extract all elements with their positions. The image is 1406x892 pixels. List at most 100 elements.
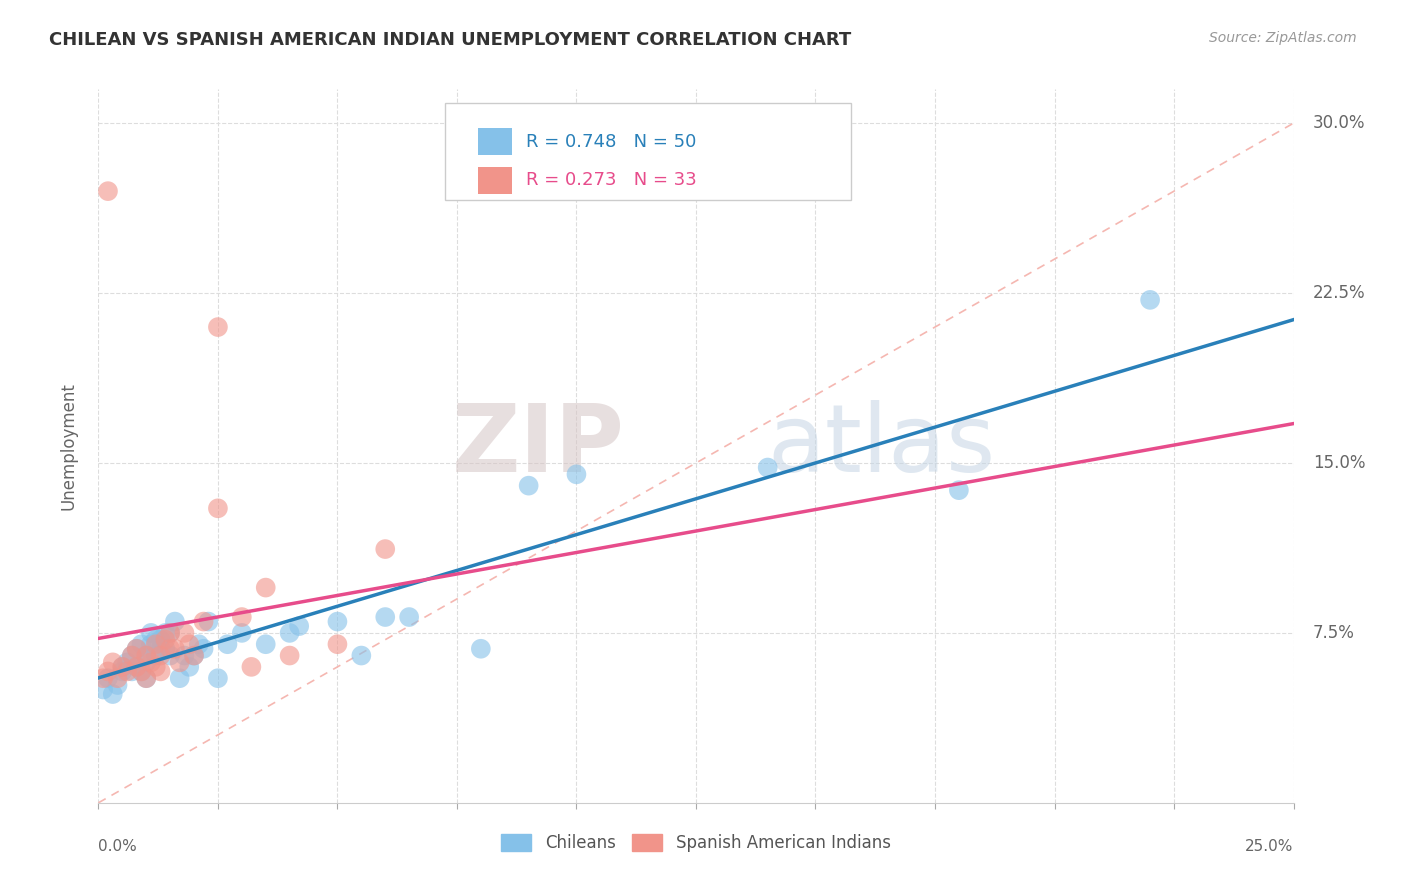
Point — [121, 665, 143, 679]
Point — [278, 648, 301, 663]
Point — [139, 637, 162, 651]
Point — [97, 665, 120, 679]
Point — [121, 648, 143, 663]
Point — [131, 665, 153, 679]
Point — [125, 641, 148, 656]
Text: atlas: atlas — [768, 400, 995, 492]
Text: CHILEAN VS SPANISH AMERICAN INDIAN UNEMPLOYMENT CORRELATION CHART: CHILEAN VS SPANISH AMERICAN INDIAN UNEMP… — [49, 31, 852, 49]
Point — [207, 501, 229, 516]
Text: 30.0%: 30.0% — [1313, 114, 1365, 132]
Point — [149, 632, 172, 647]
Point — [254, 637, 277, 651]
Point — [149, 665, 172, 679]
Point — [326, 615, 349, 629]
Point — [107, 678, 129, 692]
Point — [159, 648, 181, 663]
Text: 25.0%: 25.0% — [1246, 839, 1294, 854]
Point — [159, 626, 181, 640]
Point — [131, 637, 153, 651]
Point — [97, 671, 120, 685]
Point — [193, 615, 215, 629]
Point — [756, 460, 779, 475]
Point — [254, 581, 277, 595]
Point — [193, 641, 215, 656]
Point — [179, 637, 201, 651]
Point — [125, 641, 148, 656]
Point — [139, 626, 162, 640]
Point — [207, 671, 229, 685]
Point — [101, 656, 124, 670]
Point — [173, 626, 195, 640]
Point — [135, 656, 157, 670]
Point — [125, 660, 148, 674]
Point — [111, 660, 134, 674]
FancyBboxPatch shape — [478, 128, 512, 155]
Point — [169, 656, 191, 670]
Point — [145, 660, 167, 674]
Point — [183, 648, 205, 663]
Point — [135, 671, 157, 685]
Text: 0.0%: 0.0% — [98, 839, 138, 854]
Point — [145, 637, 167, 651]
FancyBboxPatch shape — [446, 103, 852, 200]
FancyBboxPatch shape — [478, 167, 512, 194]
Text: 22.5%: 22.5% — [1313, 284, 1365, 302]
Point — [326, 637, 349, 651]
Point — [231, 610, 253, 624]
Y-axis label: Unemployment: Unemployment — [59, 382, 77, 510]
Point — [197, 615, 219, 629]
Point — [183, 648, 205, 663]
Point — [948, 483, 970, 498]
Point — [91, 671, 114, 685]
Point — [135, 648, 157, 663]
Point — [115, 656, 138, 670]
Text: 15.0%: 15.0% — [1313, 454, 1365, 472]
Point — [470, 641, 492, 656]
Point — [217, 637, 239, 651]
Text: R = 0.748   N = 50: R = 0.748 N = 50 — [526, 133, 696, 151]
Point — [374, 610, 396, 624]
Legend: Chileans, Spanish American Indians: Chileans, Spanish American Indians — [495, 827, 897, 859]
Point — [91, 682, 114, 697]
Point — [240, 660, 263, 674]
Text: 7.5%: 7.5% — [1313, 624, 1354, 642]
Point — [149, 648, 172, 663]
Text: ZIP: ZIP — [451, 400, 624, 492]
Point — [398, 610, 420, 624]
Point — [159, 626, 181, 640]
Point — [121, 648, 143, 663]
Point — [155, 641, 177, 656]
Point — [288, 619, 311, 633]
Point — [517, 478, 540, 492]
Point — [163, 641, 186, 656]
Point — [111, 665, 134, 679]
Text: Source: ZipAtlas.com: Source: ZipAtlas.com — [1209, 31, 1357, 45]
Point — [135, 671, 157, 685]
Point — [131, 665, 153, 679]
Point — [179, 660, 201, 674]
Point — [207, 320, 229, 334]
Point — [159, 641, 181, 656]
Point — [145, 632, 167, 647]
Point — [1139, 293, 1161, 307]
Point — [187, 637, 209, 651]
Point — [107, 671, 129, 685]
Point — [173, 648, 195, 663]
Point — [125, 660, 148, 674]
Point — [350, 648, 373, 663]
Point — [565, 467, 588, 482]
Point — [145, 648, 167, 663]
Point — [155, 632, 177, 647]
Point — [374, 542, 396, 557]
Point — [111, 660, 134, 674]
Point — [278, 626, 301, 640]
Point — [231, 626, 253, 640]
Point — [149, 641, 172, 656]
Point — [163, 615, 186, 629]
Point — [135, 648, 157, 663]
Point — [169, 671, 191, 685]
Text: R = 0.273   N = 33: R = 0.273 N = 33 — [526, 171, 697, 189]
Point — [139, 656, 162, 670]
Point — [115, 665, 138, 679]
Point — [155, 626, 177, 640]
